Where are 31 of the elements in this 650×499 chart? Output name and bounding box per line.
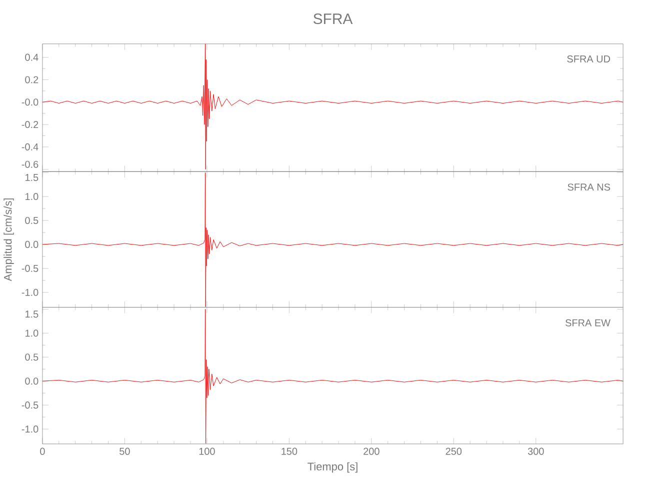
y-tick-label: -0.5 (22, 402, 38, 409)
annotation: SFRA NS (568, 184, 610, 191)
y-tick-label: 0.0 (25, 241, 38, 248)
y-tick-label: -1.0 (22, 426, 38, 433)
annotation: SFRA EW (566, 319, 610, 326)
y-tick-label: -1.0 (22, 288, 38, 296)
y-tick-label: 1.0 (25, 330, 38, 337)
y-axis-title: Amplitud [cm/s/s] (4, 198, 14, 282)
y-tick-label: 0.5 (25, 354, 38, 361)
y-tick-label: 0.5 (25, 217, 38, 224)
y-tick-label: -0.6 (22, 160, 38, 168)
x-tick-label: 200 (364, 448, 380, 455)
x-tick-label: 50 (120, 448, 130, 455)
y-tick-label: -0.4 (22, 143, 38, 151)
y-tick-label: 0.0 (25, 378, 38, 385)
x-tick-label: 150 (282, 448, 298, 455)
y-tick-label: 0.2 (25, 76, 38, 84)
y-tick-label: -0.5 (22, 264, 38, 272)
y-tick-label: 1.5 (25, 174, 38, 182)
x-axis-title: Tiempo [s] (308, 462, 358, 473)
y-tick-label: -0.2 (22, 121, 38, 128)
y-tick-label: 1.5 (25, 310, 38, 318)
y-tick-label: 1.0 (25, 193, 38, 200)
x-tick-label: 0 (40, 448, 45, 455)
y-tick-label: 0.4 (25, 54, 38, 61)
x-tick-label: 250 (446, 448, 462, 455)
annotation: SFRA UD (567, 55, 610, 63)
chart-title: SFRA (313, 14, 353, 24)
x-tick-label: 300 (528, 448, 544, 455)
y-tick-label: -0.0 (22, 98, 38, 106)
x-tick-label: 100 (199, 448, 215, 455)
